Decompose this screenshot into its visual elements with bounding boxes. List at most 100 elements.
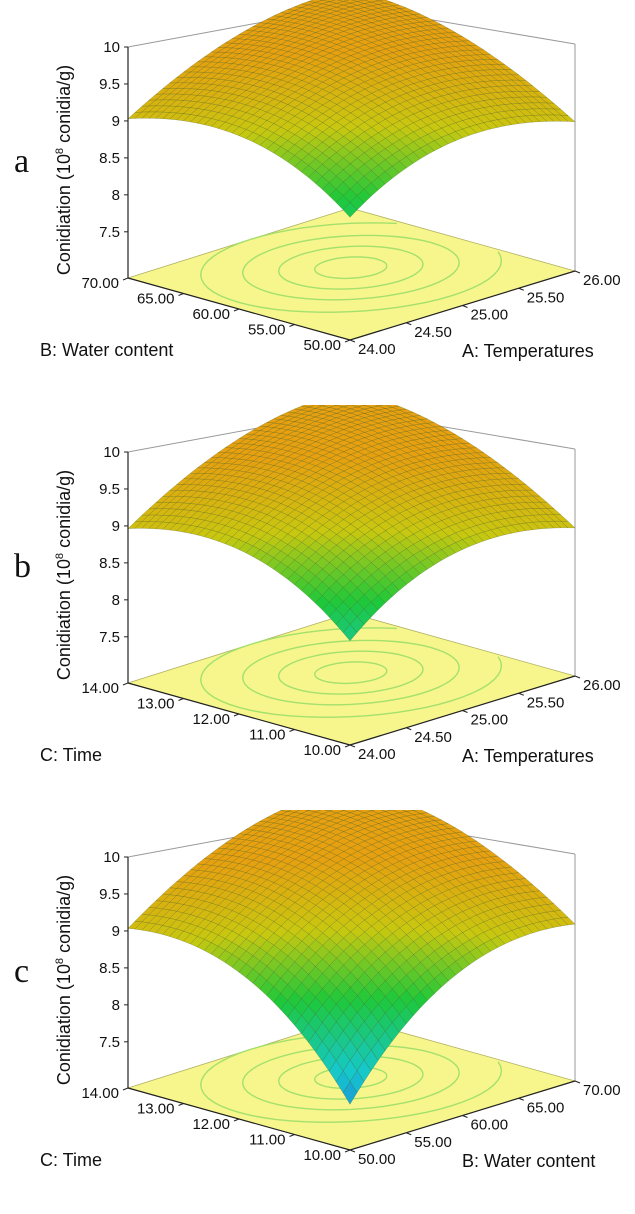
z-tick-label: 9: [112, 923, 120, 940]
contour-2: [277, 245, 424, 290]
y-tick-label: 60.00: [192, 306, 230, 323]
z-tick-label: 10: [103, 849, 120, 866]
x-tick-mark: [574, 270, 581, 274]
panel-label-b: b: [14, 548, 31, 585]
response-surface: [127, 405, 576, 642]
x-tick-label: 24.00: [358, 746, 396, 763]
z-tick-label: 9.5: [99, 76, 120, 93]
surface-cell: [342, 202, 358, 218]
y-tick-label: 11.00: [249, 727, 285, 744]
contour-4: [199, 627, 503, 718]
y-tick-mark: [178, 698, 184, 701]
x-tick-mark: [349, 339, 356, 343]
z-title-sup: 8: [54, 553, 66, 559]
z-tick-label: 10: [103, 39, 120, 56]
x-tick-mark: [462, 1115, 468, 1118]
z-title-sup: 8: [54, 958, 66, 964]
z-tick-label: 8.5: [99, 960, 120, 977]
contour-2: [277, 650, 424, 695]
z-tick-label: 8.5: [99, 555, 120, 572]
z-title-main: Conidiation (10: [54, 154, 74, 275]
y-factor-title: B: Water content: [40, 340, 173, 360]
z-tick-label: 10: [103, 444, 120, 461]
contour-1: [313, 661, 388, 685]
z-tick-label: 8: [112, 997, 120, 1014]
z-title-tail: conidia/g): [54, 470, 74, 553]
x-tick-label: 25.50: [527, 694, 565, 711]
y-tick-label: 13.00: [137, 696, 175, 713]
y-tick-mark: [344, 744, 351, 748]
contour-lines: [199, 627, 503, 718]
x-tick-label: 55.00: [414, 1134, 452, 1151]
y-tick-mark: [233, 713, 240, 717]
z-tick-label: 8: [112, 592, 120, 609]
surface-cell: [342, 1081, 358, 1105]
y-tick-mark: [289, 729, 295, 732]
y-tick-label: 10.00: [303, 1147, 341, 1164]
y-tick-mark: [178, 1103, 184, 1106]
y-tick-mark: [289, 324, 295, 327]
z-axis-title: Conidiation (108 conidia/g): [54, 470, 74, 680]
z-axis: 7.5 8 8.5 9 9.5 10: [99, 39, 129, 278]
x-tick-label: 50.00: [358, 1151, 396, 1168]
x-tick-label: 24.00: [358, 341, 396, 358]
z-axis: 7.5 8 8.5 9 9.5 10: [99, 444, 129, 683]
y-factor-axis: 10.00 11.00 12.00 13.00 14.00: [81, 1085, 351, 1164]
x-tick-label: 25.00: [471, 307, 509, 324]
y-tick-label: 12.00: [192, 711, 230, 728]
panel-label-a: a: [14, 143, 29, 180]
x-tick-mark: [518, 1097, 524, 1101]
x-tick-mark: [574, 675, 581, 679]
y-factor-axis: 50.00 55.00 60.00 65.00 70.00: [81, 275, 351, 354]
y-factor-axis: 10.00 11.00 12.00 13.00 14.00: [81, 680, 351, 759]
z-axis-title: Conidiation (108 conidia/g): [54, 875, 74, 1085]
x-tick-label: 60.00: [471, 1117, 509, 1134]
x-tick-mark: [574, 1080, 581, 1084]
z-axis: 7.5 8 8.5 9 9.5 10: [99, 849, 129, 1088]
x-factor-title: A: Temperatures: [462, 746, 594, 766]
x-tick-label: 26.00: [583, 677, 621, 694]
x-tick-label: 25.00: [471, 712, 509, 729]
x-tick-label: 24.50: [414, 729, 452, 746]
y-tick-mark: [344, 1149, 351, 1153]
z-title-sup: 8: [54, 148, 66, 154]
surface-cell: [324, 810, 333, 812]
z-tick-label: 7.5: [99, 1034, 120, 1051]
y-tick-mark: [344, 339, 351, 343]
x-tick-mark: [462, 710, 468, 713]
y-tick-label: 12.00: [192, 1116, 230, 1133]
y-tick-label: 65.00: [137, 291, 175, 308]
z-title-main: Conidiation (10: [54, 964, 74, 1085]
x-tick-label: 24.50: [414, 324, 452, 341]
x-tick-mark: [406, 322, 412, 326]
z-tick-label: 8: [112, 187, 120, 204]
x-tick-mark: [518, 692, 524, 696]
contour-3: [241, 639, 460, 706]
y-tick-label: 70.00: [81, 275, 119, 292]
x-factor-axis: 24.00 24.50 25.00 25.50 26.00: [349, 270, 621, 358]
contour-1: [313, 256, 388, 280]
y-factor-title: C: Time: [40, 745, 102, 765]
z-tick-label: 7.5: [99, 224, 120, 241]
y-factor-title: C: Time: [40, 1150, 102, 1170]
surface-cell: [342, 624, 358, 642]
y-tick-label: 14.00: [81, 1085, 119, 1102]
contour-3: [241, 234, 460, 301]
z-axis-title: Conidiation (108 conidia/g): [54, 65, 74, 275]
z-tick-label: 7.5: [99, 629, 120, 646]
x-factor-axis: 24.00 24.50 25.00 25.50 26.00: [349, 675, 621, 763]
y-tick-label: 55.00: [248, 322, 286, 339]
contour-lines: [199, 222, 503, 313]
x-tick-mark: [406, 727, 412, 731]
y-tick-mark: [289, 1134, 295, 1137]
y-tick-label: 11.00: [249, 1132, 285, 1149]
z-tick-label: 8.5: [99, 150, 120, 167]
y-tick-mark: [122, 277, 129, 281]
x-tick-label: 26.00: [583, 272, 621, 289]
x-tick-mark: [406, 1132, 412, 1136]
y-tick-label: 13.00: [137, 1101, 175, 1118]
y-tick-label: 50.00: [303, 337, 341, 354]
